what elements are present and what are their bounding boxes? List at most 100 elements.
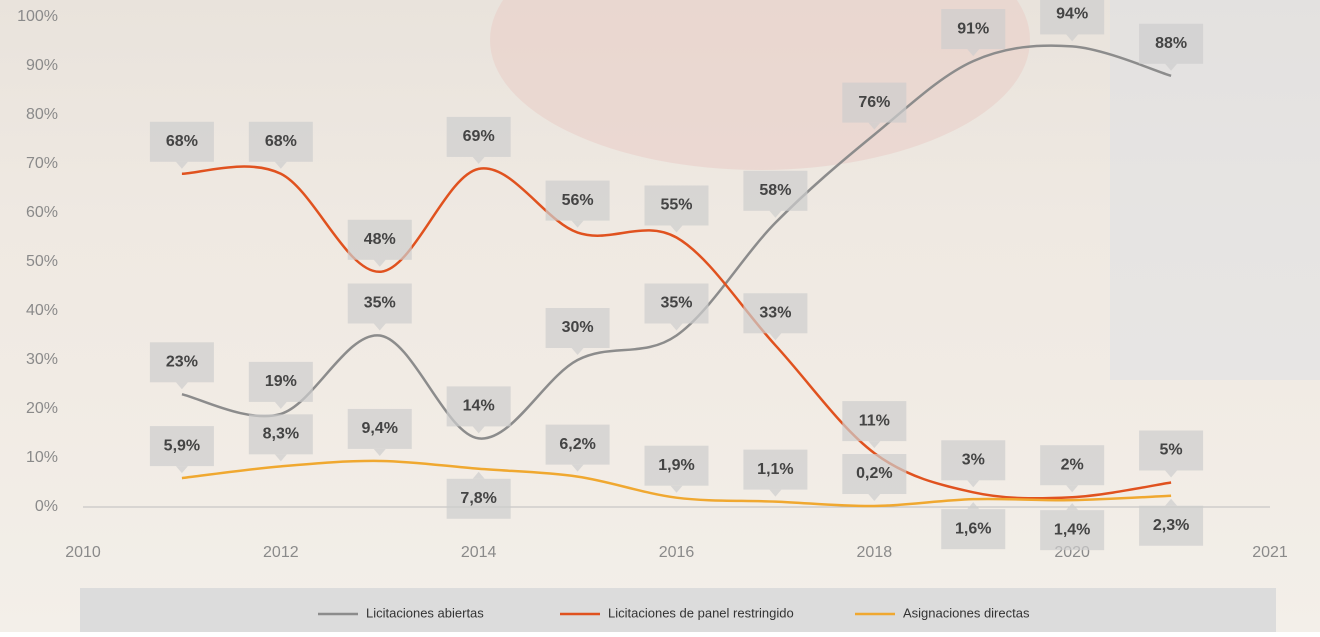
label-pointer <box>967 502 979 509</box>
label-pointer <box>473 426 485 433</box>
value-label: 35% <box>660 295 692 312</box>
data-label: 58% <box>743 171 807 218</box>
label-pointer <box>473 472 485 479</box>
data-label: 76% <box>842 83 906 130</box>
value-label: 14% <box>463 398 495 415</box>
data-label: 91% <box>941 9 1005 56</box>
data-label: 55% <box>645 186 709 233</box>
value-label: 48% <box>364 231 396 248</box>
data-label: 5% <box>1139 431 1203 478</box>
data-label: 6,2% <box>546 425 610 472</box>
data-label: 1,4% <box>1040 503 1104 550</box>
label-pointer <box>572 348 584 355</box>
y-tick-label: 60% <box>26 204 58 221</box>
data-label: 19% <box>249 362 313 409</box>
x-tick-label: 2012 <box>263 544 299 561</box>
y-tick-label: 10% <box>26 449 58 466</box>
data-label: 11% <box>842 401 906 448</box>
value-label: 0,2% <box>856 465 892 482</box>
x-tick-label: 2018 <box>857 544 893 561</box>
data-label: 2% <box>1040 445 1104 492</box>
y-tick-label: 0% <box>35 498 58 515</box>
value-label: 23% <box>166 354 198 371</box>
value-label: 68% <box>265 133 297 150</box>
data-label: 3% <box>941 440 1005 487</box>
page: 0%10%20%30%40%50%60%70%80%90%100%2010201… <box>0 0 1320 632</box>
data-label: 56% <box>546 181 610 228</box>
value-label: 2,3% <box>1153 517 1189 534</box>
y-tick-label: 30% <box>26 351 58 368</box>
data-label: 7,8% <box>447 472 511 519</box>
label-pointer <box>275 162 287 169</box>
label-pointer <box>275 402 287 409</box>
y-tick-label: 70% <box>26 155 58 172</box>
y-tick-label: 20% <box>26 400 58 417</box>
legend-label: Asignaciones directas <box>903 605 1030 620</box>
label-pointer <box>1066 485 1078 492</box>
value-label: 5% <box>1160 442 1183 459</box>
y-tick-label: 50% <box>26 253 58 270</box>
value-label: 33% <box>759 305 791 322</box>
data-label: 0,2% <box>842 454 906 501</box>
x-tick-label: 2014 <box>461 544 497 561</box>
data-label: 35% <box>348 284 412 331</box>
label-pointer <box>868 441 880 448</box>
value-label: 94% <box>1056 6 1088 23</box>
value-label: 6,2% <box>559 436 595 453</box>
label-pointer <box>868 494 880 501</box>
chart: 0%10%20%30%40%50%60%70%80%90%100%2010201… <box>0 0 1320 632</box>
x-tick-label: 2010 <box>65 544 101 561</box>
legend-label: Licitaciones de panel restringido <box>608 605 794 620</box>
legend-label: Licitaciones abiertas <box>366 605 484 620</box>
data-label: 2,3% <box>1139 499 1203 546</box>
value-label: 88% <box>1155 35 1187 52</box>
label-pointer <box>671 486 683 493</box>
label-pointer <box>1066 34 1078 41</box>
y-tick-label: 100% <box>17 8 58 25</box>
data-label: 68% <box>249 122 313 169</box>
data-label: 69% <box>447 117 511 164</box>
data-label: 30% <box>546 308 610 355</box>
value-label: 58% <box>759 182 791 199</box>
label-pointer <box>769 490 781 497</box>
data-label: 88% <box>1139 24 1203 71</box>
data-label: 48% <box>348 220 412 267</box>
label-pointer <box>176 466 188 473</box>
y-tick-label: 80% <box>26 106 58 123</box>
value-label: 19% <box>265 373 297 390</box>
label-pointer <box>769 211 781 218</box>
data-label: 23% <box>150 342 214 389</box>
data-label: 1,1% <box>743 450 807 497</box>
value-label: 2% <box>1061 456 1084 473</box>
value-label: 8,3% <box>263 426 299 443</box>
value-label: 55% <box>660 197 692 214</box>
data-label: 9,4% <box>348 409 412 456</box>
x-tick-label: 2016 <box>659 544 695 561</box>
value-label: 76% <box>858 94 890 111</box>
value-label: 11% <box>859 412 890 429</box>
value-label: 1,9% <box>658 457 694 474</box>
data-label: 1,9% <box>645 446 709 493</box>
value-label: 30% <box>562 319 594 336</box>
label-pointer <box>374 449 386 456</box>
label-pointer <box>374 324 386 331</box>
label-pointer <box>275 454 287 461</box>
label-pointer <box>176 162 188 169</box>
data-label: 35% <box>645 284 709 331</box>
label-pointer <box>176 382 188 389</box>
label-pointer <box>572 221 584 228</box>
value-label: 1,6% <box>955 520 991 537</box>
data-label: 5,9% <box>150 426 214 473</box>
value-label: 1,1% <box>757 461 793 478</box>
y-tick-label: 40% <box>26 302 58 319</box>
label-pointer <box>671 226 683 233</box>
data-label: 8,3% <box>249 414 313 461</box>
value-label: 7,8% <box>460 490 496 507</box>
label-pointer <box>671 324 683 331</box>
value-label: 91% <box>957 20 989 37</box>
label-pointer <box>473 157 485 164</box>
label-pointer <box>374 260 386 267</box>
data-label: 33% <box>743 293 807 340</box>
label-pointer <box>967 480 979 487</box>
value-label: 9,4% <box>362 420 398 437</box>
